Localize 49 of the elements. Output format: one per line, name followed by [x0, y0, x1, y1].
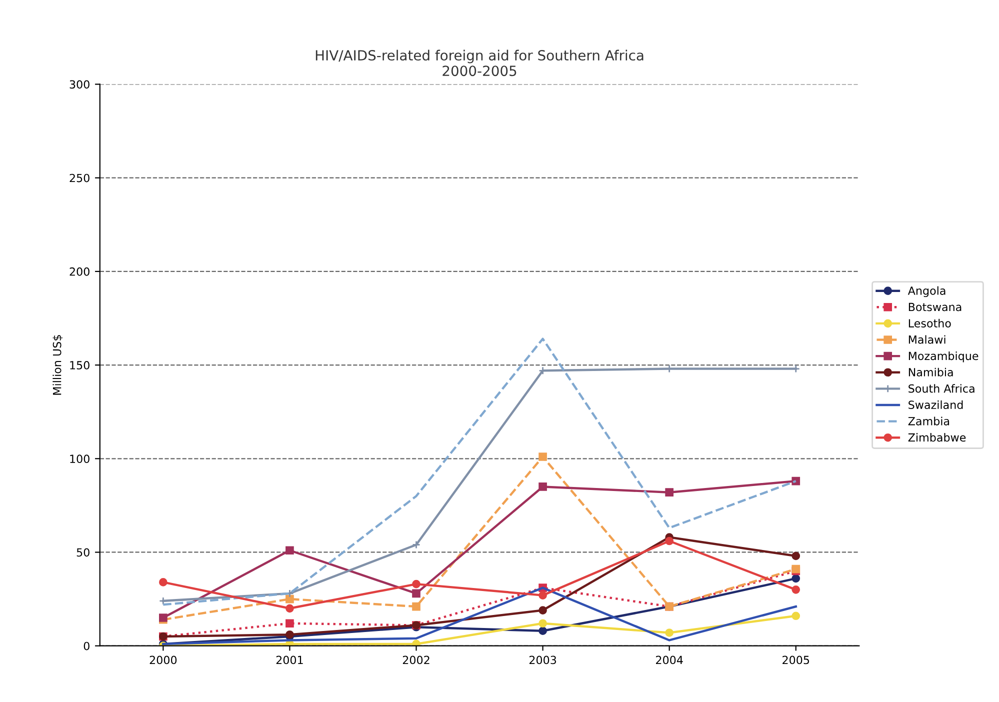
y-tick-label: 200: [70, 267, 90, 276]
y-tick-label: 150: [70, 361, 90, 370]
x-tick-label: 2001: [276, 656, 303, 664]
chart-title: HIV/AIDS-related foreign aid for Southern Africa 2000-2005: [316, 50, 644, 76]
x-tick-label: 2004: [656, 656, 683, 664]
point: [792, 574, 800, 583]
legend-label: Lesotho: [908, 318, 951, 328]
legend-label: Zambia: [908, 416, 950, 426]
point: [665, 536, 674, 546]
point: [538, 619, 547, 628]
point: [412, 640, 420, 646]
point: [286, 546, 294, 555]
y-tick-label: 100: [70, 454, 90, 464]
point: [412, 602, 420, 611]
point: [792, 552, 800, 560]
point: [286, 604, 294, 613]
y-axis-title: Million US$: [52, 335, 63, 395]
point: [286, 594, 294, 604]
legend-label: Botswana: [908, 302, 962, 312]
point: [665, 628, 674, 637]
point: [538, 626, 547, 636]
point: [538, 606, 547, 614]
legend-label: South Africa: [908, 384, 974, 393]
y-tick-label: 50: [76, 548, 90, 557]
legend-label: Swaziland: [908, 400, 963, 410]
point: [665, 488, 674, 497]
x-tick-label: 2005: [782, 656, 810, 664]
point: [792, 612, 800, 620]
y-tick-label: 300: [70, 80, 90, 89]
x-tick-label: 2003: [529, 656, 556, 664]
legend-label: Zimbabwe: [908, 433, 966, 442]
point: [412, 589, 420, 598]
point: [412, 580, 420, 588]
x-tick-label: 2000: [150, 656, 177, 664]
point: [538, 591, 547, 600]
legend-label: Angola: [908, 286, 946, 298]
point: [159, 596, 168, 606]
legend-label: Malawi: [908, 335, 946, 344]
point: [792, 586, 800, 594]
point: [538, 482, 547, 491]
legend-label: Namibia: [908, 368, 953, 376]
point: [412, 540, 420, 549]
x-tick-label: 2002: [402, 656, 430, 664]
y-tick-label: 250: [70, 174, 90, 182]
legend-label: Mozambique: [908, 352, 978, 362]
point: [538, 452, 547, 461]
point: [286, 619, 294, 628]
y-tick-label: 0: [84, 642, 90, 650]
point: [159, 578, 168, 586]
